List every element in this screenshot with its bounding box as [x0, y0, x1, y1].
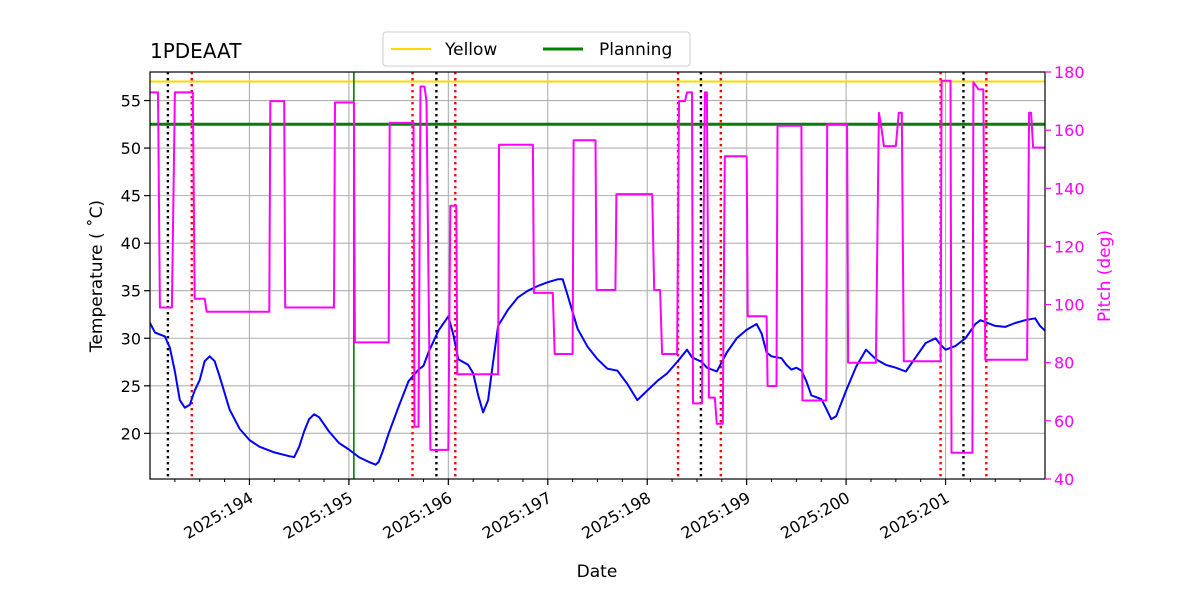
y-right-tick-label: 160	[1054, 121, 1085, 140]
y-left-tick-label: 50	[121, 139, 141, 158]
y-left-tick-label: 20	[121, 424, 141, 443]
labels: 1PDEAAT Date Temperature ( ˚C) Pitch (de…	[86, 39, 1115, 582]
x-tick-label: 2025:198	[578, 488, 654, 543]
x-tick-label: 2025:200	[777, 488, 853, 543]
y-right-tick-label: 40	[1054, 470, 1074, 489]
pitch-series-line	[150, 79, 1045, 454]
y-axis-right-label: Pitch (deg)	[1095, 230, 1115, 322]
x-tick-label: 2025:196	[379, 488, 455, 543]
x-tick-label: 2025:197	[479, 488, 555, 543]
series	[150, 79, 1045, 466]
legend-label-yellow: Yellow	[444, 40, 497, 60]
y-right-tick-label: 100	[1054, 296, 1085, 315]
vertical-markers	[166, 72, 988, 479]
x-tick-label: 2025:199	[678, 488, 754, 543]
y-left-tick-label: 35	[121, 282, 141, 301]
legend-box	[382, 31, 691, 67]
y-left-tick-label: 30	[121, 329, 141, 348]
limit-lines	[150, 80, 1045, 126]
y-left-tick-label: 45	[121, 187, 141, 206]
y-left-tick-label: 25	[121, 377, 141, 396]
y-right-tick-label: 180	[1054, 63, 1085, 82]
y-left-tick-label: 40	[121, 234, 141, 253]
x-tick-label: 2025:194	[181, 488, 257, 543]
x-axis-label: Date	[577, 562, 618, 582]
x-tick-label: 2025:195	[280, 488, 356, 543]
chart-title: 1PDEAAT	[150, 39, 242, 63]
y-right-tick-label: 60	[1054, 412, 1074, 431]
y-right-tick-label: 140	[1054, 179, 1085, 198]
legend: Yellow Planning	[382, 31, 691, 67]
y-right-tick-label: 80	[1054, 354, 1074, 373]
y-axis-left-label: Temperature ( ˚C)	[86, 200, 107, 353]
legend-label-planning: Planning	[599, 40, 672, 60]
y-left-tick-label: 55	[121, 92, 141, 111]
y-right-tick-label: 120	[1054, 237, 1085, 256]
x-tick-label: 2025:201	[877, 488, 953, 543]
